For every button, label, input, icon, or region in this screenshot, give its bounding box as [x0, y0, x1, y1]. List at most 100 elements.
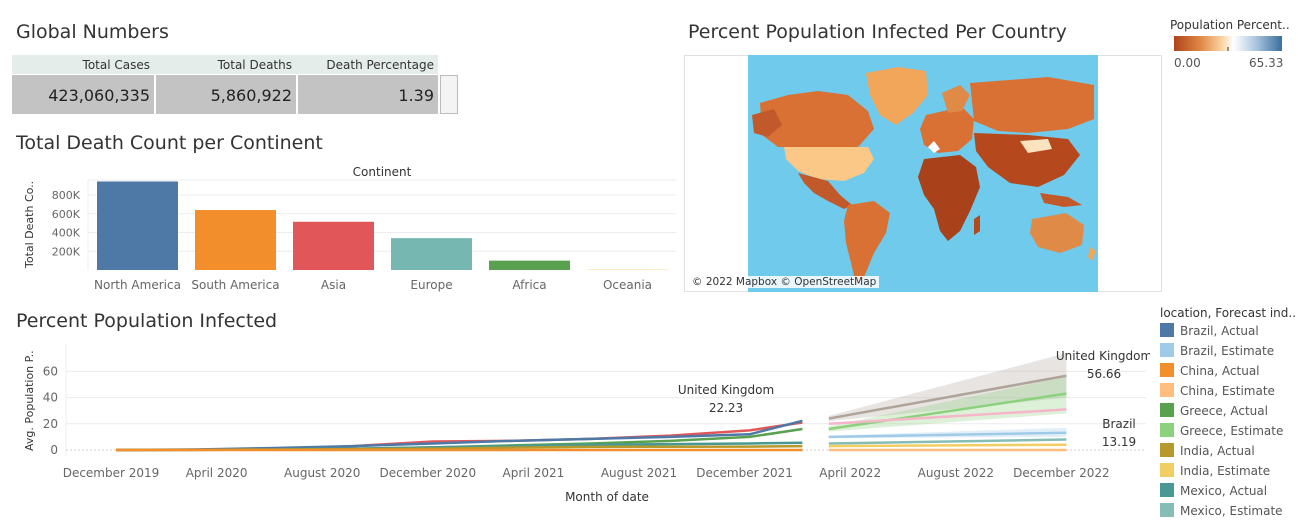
map-legend-title: Population Percent..: [1170, 18, 1290, 32]
line-x-axis-label: Month of date: [565, 490, 649, 504]
map-attribution[interactable]: © 2022 Mapbox © OpenStreetMap: [689, 276, 880, 288]
series-other-estimate[interactable]: [828, 408, 1067, 426]
bar-y-tick: 200K: [52, 245, 81, 258]
bar-asia[interactable]: [293, 221, 374, 270]
annotation-uk-estimate-value: 56.66: [1087, 367, 1121, 381]
series-india-estimate[interactable]: [828, 443, 1067, 448]
greenland-shape[interactable]: [866, 67, 928, 125]
line-y-tick: 40: [43, 391, 58, 405]
legend-swatch: [1160, 443, 1174, 457]
usa-shape[interactable]: [784, 147, 874, 181]
kpi-total-deaths-value: 5,860,922: [210, 86, 292, 105]
bar-category-label: Oceania: [603, 278, 652, 292]
line-y-axis-label: Avg. Population P..: [23, 350, 36, 451]
annotation-uk-actual-value: 22.23: [709, 401, 743, 415]
line-x-tick: December 2019: [63, 466, 160, 480]
world-choropleth-map[interactable]: [748, 55, 1098, 292]
kpi-value-row[interactable]: 423,060,335 5,860,922 1.39: [12, 75, 438, 114]
series-legend-item[interactable]: Mexico, Estimate: [1160, 503, 1283, 518]
bar-africa[interactable]: [489, 260, 570, 270]
se-asia-shape[interactable]: [1040, 193, 1082, 207]
bar-y-tick: 400K: [52, 227, 81, 240]
bar-south-america[interactable]: [195, 210, 276, 270]
annotation-brazil-name: Brazil: [1102, 417, 1136, 431]
canada-shape[interactable]: [760, 91, 874, 150]
series-legend-item[interactable]: India, Estimate: [1160, 463, 1270, 478]
continent-header: Continent: [353, 165, 412, 179]
kpi-header-total-cases: Total Cases: [82, 58, 150, 72]
series-legend-item[interactable]: China, Estimate: [1160, 383, 1275, 398]
africa-shape[interactable]: [918, 155, 980, 241]
alaska-shape[interactable]: [752, 109, 782, 137]
series-legend-title: location, Forecast ind..: [1160, 306, 1297, 320]
series-united-kingdom-estimate[interactable]: [828, 374, 1067, 420]
europe-white-shape[interactable]: [928, 141, 940, 153]
line-y-tick: 60: [43, 364, 58, 378]
series-legend-item[interactable]: China, Actual: [1160, 363, 1260, 378]
line-x-tick: April 2021: [503, 466, 565, 480]
line-x-tick: August 2020: [284, 466, 360, 480]
greece-forecast-band: [828, 376, 1067, 432]
madagascar-shape[interactable]: [974, 215, 980, 235]
kpi-header-total-deaths: Total Deaths: [217, 58, 292, 72]
map-color-ramp-bar: [1174, 36, 1282, 51]
series-legend-item[interactable]: India, Actual: [1160, 443, 1255, 458]
bar-north-america[interactable]: [97, 181, 178, 270]
scandinavia-shape[interactable]: [942, 85, 970, 113]
asia-shape[interactable]: [974, 133, 1080, 187]
series-brazil-estimate[interactable]: [828, 431, 1067, 439]
series-legend-item[interactable]: Mexico, Actual: [1160, 483, 1267, 498]
line-y-tick: 0: [50, 443, 58, 457]
legend-label: Brazil, Actual: [1180, 324, 1259, 338]
population-infected-line-chart: Avg. Population P.. 0 20 40 60 December 201…: [23, 344, 1150, 504]
kpi-separator: [154, 75, 156, 114]
mongolia-shape[interactable]: [1020, 139, 1052, 153]
bar-category-label: Africa: [512, 278, 546, 292]
line-x-tick: April 2022: [819, 466, 881, 480]
series-legend-item[interactable]: Greece, Estimate: [1160, 423, 1283, 438]
annotation-uk-estimate-name: United Kingdom: [1056, 349, 1150, 363]
south-america-shape[interactable]: [844, 201, 890, 285]
series-legend-item[interactable]: Greece, Actual: [1160, 403, 1268, 418]
legend-label: Greece, Actual: [1180, 404, 1268, 418]
line-chart-title: Percent Population Infected: [16, 310, 278, 332]
line-x-tick: August 2022: [918, 466, 994, 480]
europe-shape[interactable]: [920, 107, 974, 153]
bar-category-label: North America: [94, 278, 181, 292]
kpi-header-death-percentage: Death Percentage: [326, 58, 434, 72]
bar-category-label: Europe: [410, 278, 452, 292]
legend-swatch: [1160, 463, 1174, 477]
kpi-total-cases-value: 423,060,335: [48, 86, 150, 105]
australia-shape[interactable]: [1030, 213, 1084, 253]
series-legend-item[interactable]: Brazil, Actual: [1160, 323, 1259, 338]
legend-label: India, Actual: [1180, 444, 1255, 458]
continent-bar-chart: Continent Total Death Co.. 200K 400K 600K 8…: [23, 165, 676, 292]
bar-category-label: South America: [191, 278, 279, 292]
line-x-tick: December 2022: [1013, 466, 1110, 480]
continent-chart-title: Total Death Count per Continent: [16, 132, 323, 154]
series-greece-estimate[interactable]: [828, 392, 1067, 431]
mexico-shape[interactable]: [798, 173, 852, 209]
legend-swatch: [1160, 423, 1174, 437]
new-zealand-shape[interactable]: [1088, 247, 1096, 261]
legend-swatch: [1160, 383, 1174, 397]
kpi-header-row: Total Cases Total Deaths Death Percentag…: [12, 55, 438, 74]
global-numbers-title: Global Numbers: [16, 21, 169, 43]
bar-y-tick: 800K: [52, 189, 81, 202]
legend-label: China, Actual: [1180, 364, 1260, 378]
series-legend-item[interactable]: Brazil, Estimate: [1160, 343, 1274, 358]
series-mexico-estimate[interactable]: [828, 438, 1067, 445]
kpi-death-percentage-value: 1.39: [398, 86, 434, 105]
line-x-tick: April 2020: [186, 466, 248, 480]
kpi-scroll-handle[interactable]: [440, 75, 458, 114]
legend-swatch: [1160, 323, 1174, 337]
legend-label: Brazil, Estimate: [1180, 344, 1275, 358]
map-legend-max: 65.33: [1249, 56, 1284, 70]
legend-label: India, Estimate: [1180, 464, 1271, 478]
legend-label: Greece, Estimate: [1180, 424, 1284, 438]
legend-label: Mexico, Estimate: [1180, 504, 1283, 518]
bar-europe[interactable]: [391, 238, 472, 270]
map-title: Percent Population Infected Per Country: [688, 21, 1067, 43]
russia-shape[interactable]: [970, 77, 1094, 133]
legend-swatch: [1160, 403, 1174, 417]
